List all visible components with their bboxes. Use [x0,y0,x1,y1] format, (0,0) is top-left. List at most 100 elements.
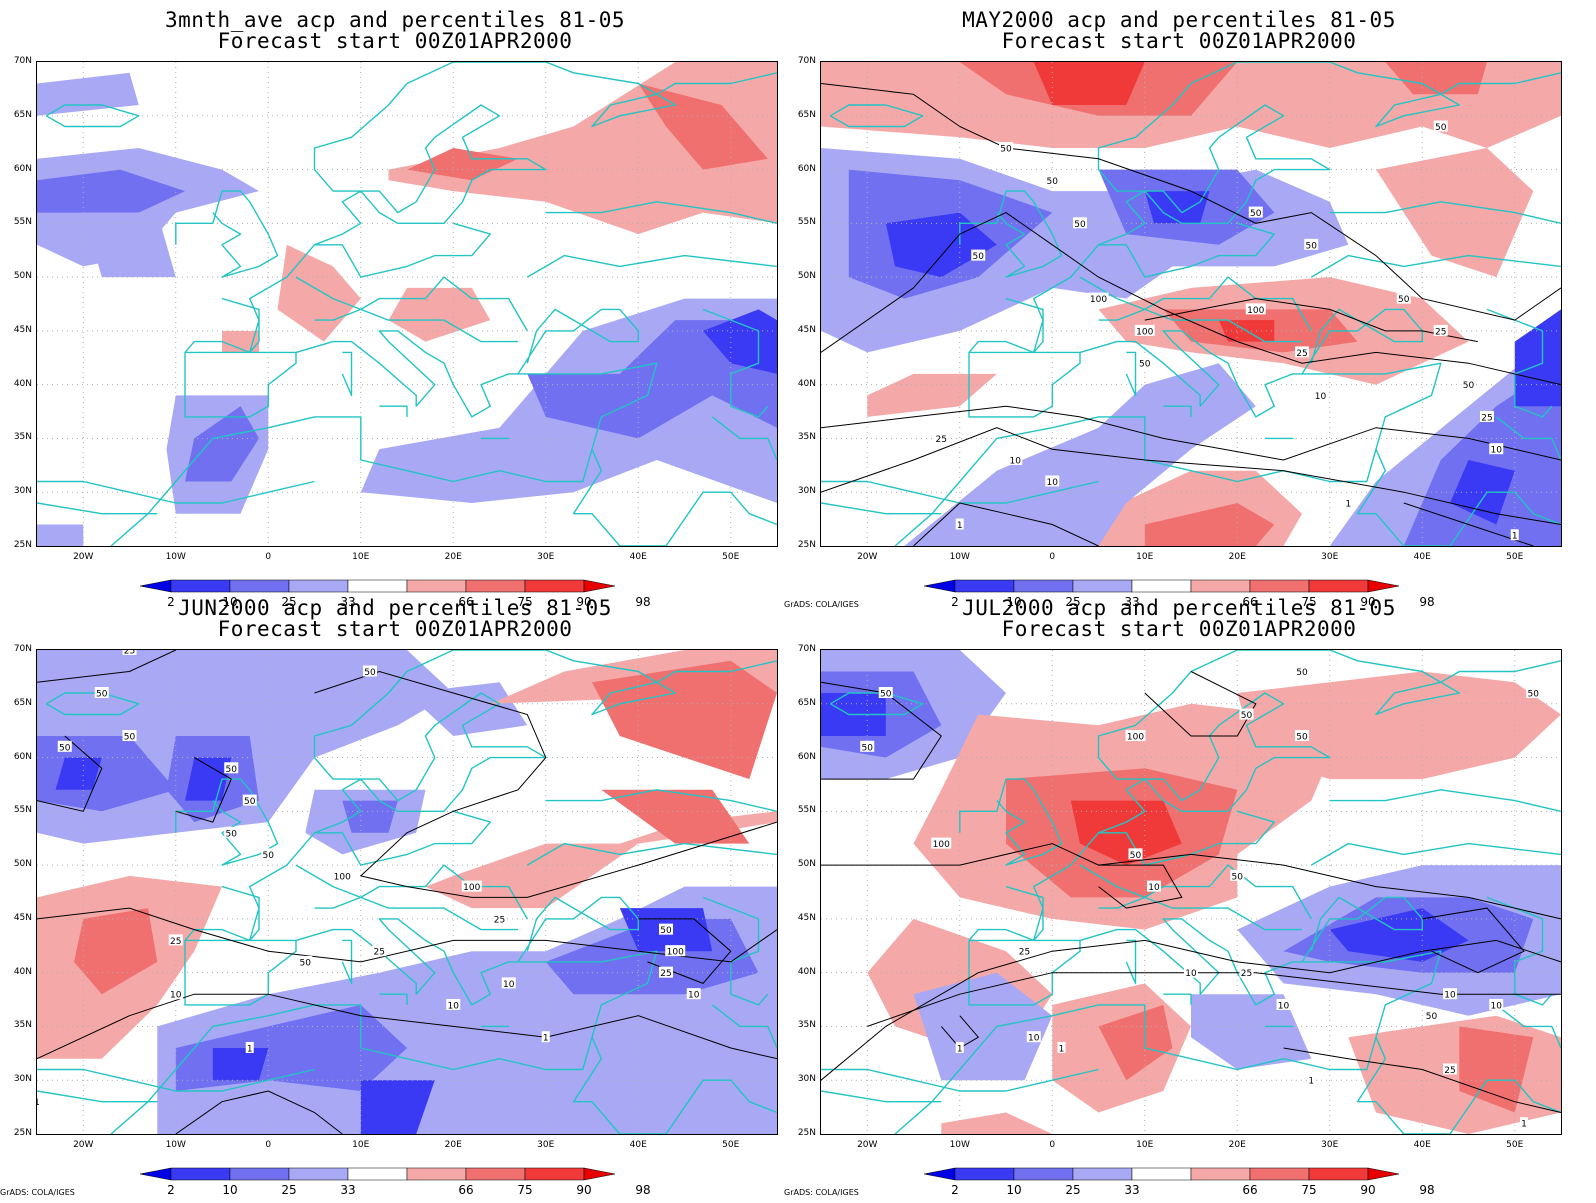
longitude-label: 40E [1413,552,1431,562]
contour-label: 100 [1127,733,1144,743]
coastline [295,276,528,332]
coastline [517,896,639,963]
contour-label: 50 [226,765,238,775]
contour-label-bg [1433,324,1448,336]
latitude-label: 70N [797,56,816,66]
contour-line [1098,864,1183,909]
contour-label-bg [1073,217,1087,229]
longitude-label: 20E [1228,1140,1246,1150]
colorbar-segment [229,1167,290,1181]
contour-label: 10 [688,991,700,1001]
contour-label-bg [242,794,257,806]
contour-line [821,212,1561,386]
longitude-label: 10W [949,1140,970,1150]
panel-subtitle: Forecast start 00Z01APR2000 [1001,617,1357,641]
colorbar-arrow-high [583,1167,616,1181]
contour-line [821,427,1561,525]
coastline [184,340,250,354]
coastline [702,308,769,418]
contour-label: 50 [96,690,108,700]
longitude-label: 0 [265,552,272,562]
contour-line [1422,907,1525,974]
contour-label: 1 [37,1098,40,1108]
percentile-region [941,1112,1053,1134]
colorbar-label: 75 [1301,595,1317,609]
contour-label-bg [1128,848,1143,860]
coastline [1125,961,1137,985]
latitude-label: 70N [797,644,816,654]
contour-label: 25 [1241,969,1252,979]
percentile-region [407,148,518,181]
contour-label: 50 [1139,360,1151,370]
colorbar-label: 10 [222,1183,238,1197]
contour-line [37,907,777,963]
contour-label: 25 [1296,349,1307,359]
contour-label-bg [1461,378,1476,390]
coastline [1301,308,1423,375]
colorbar-label: 10 [1006,595,1022,609]
coastline [894,330,1442,546]
longitude-label: 20E [444,552,462,562]
latitude-label: 35N [13,432,32,443]
contour-label: 50 [1306,241,1318,251]
latitude-label: 50N [797,859,816,870]
coastline [37,480,315,504]
contour-line [175,1090,343,1134]
contour-label-bg [1045,174,1060,186]
latitude-label: 65N [797,697,816,708]
contour-label: 100 [933,840,950,850]
contour-label-bg [1443,988,1457,1000]
latitude-label: 55N [13,805,32,816]
latitude-label: 45N [13,324,32,335]
latitude-label: 55N [13,217,32,228]
colorbar-label: 98 [635,595,651,609]
contour-label-bg [1239,966,1254,978]
coastline [175,778,279,866]
contour-label-bg [1313,389,1328,401]
map-area: 50 50 50 50 50 50 100 100 100 50 50 25 25 10 25 10 10 50 2… [820,61,1562,547]
contour-label-bg [1295,346,1309,358]
longitude-label: 10W [165,552,186,562]
latitude-label: 45N [797,324,816,335]
latitude-label: 35N [797,432,816,443]
contour-label: 25 [124,650,135,657]
contour-label: 50 [1047,177,1059,187]
coastlines [37,650,777,1134]
contour-label: 50 [1398,295,1410,305]
latitude-label: 45N [797,912,816,923]
contour-label: 50 [124,733,136,743]
coastline [314,222,491,278]
longitude-label: 10E [352,1140,370,1150]
coastline [379,405,408,417]
contour-line [314,670,777,898]
percentile-region [342,800,398,833]
percentile-region [37,736,176,812]
percentile-region [37,72,139,116]
contour-label-bg [122,730,137,742]
contour-label-bg [501,977,516,989]
coastline [829,104,924,128]
contour-label-bg [37,1095,41,1107]
contour-label: 50 [880,690,892,700]
contour-label: 50 [1074,220,1086,230]
contour-label: 25 [1481,413,1492,423]
coastline [1329,201,1561,224]
coastline [45,692,140,716]
longitude-label: 30E [1321,1140,1339,1150]
latitude-label: 30N [13,1074,32,1085]
percentile-region [913,972,1053,1081]
graticule [821,62,1561,546]
colorbar-svg [139,579,616,593]
latitude-label: 55N [797,805,816,816]
percentile-region [867,373,997,417]
coastline [1098,810,1275,866]
coastline [110,918,658,1134]
contour-label: 10 [1315,392,1327,402]
contour-line [37,735,103,812]
colorbar-segment [465,1167,526,1181]
percentile-region [1237,671,1561,780]
latitude-label: 40N [797,378,816,389]
coastline [1356,1036,1561,1134]
contour-label-bg [1184,966,1198,978]
colorbar: 2 10 25 33 66 75 90 98 [923,1167,1454,1203]
